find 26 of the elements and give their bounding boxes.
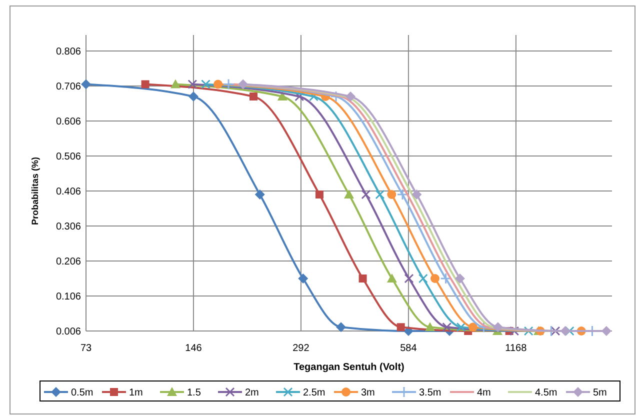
legend-label: 0.5m: [71, 388, 94, 398]
y-axis-title: Probabilitas (%): [30, 156, 40, 226]
x-axis-title: Tegangan Sentuh (Volt): [294, 362, 404, 373]
y-tick-label: 0.806: [56, 46, 82, 58]
x-tick-label: 73: [80, 343, 92, 354]
legend-label: 3m: [361, 388, 375, 398]
legend-label: 5m: [593, 388, 607, 398]
y-tick-label: 0.606: [56, 116, 82, 128]
legend-label: 1m: [129, 388, 143, 398]
y-tick-label: 0.706: [56, 82, 82, 92]
legend-label: 3.5m: [419, 388, 442, 398]
y-tick-label: 0.506: [56, 152, 82, 162]
legend-label: 2m: [245, 388, 259, 398]
legend-label: 2.5m: [303, 388, 326, 398]
x-tick-label: 146: [185, 343, 202, 354]
y-tick-label: 0.106: [56, 292, 82, 302]
legend-label: 4.5m: [535, 388, 558, 398]
x-tick-label: 1168: [505, 343, 528, 354]
x-tick-label: 584: [400, 343, 418, 354]
legend-label: 4m: [477, 388, 491, 398]
y-tick-label: 0.006: [56, 326, 82, 338]
x-tick-label: 292: [292, 343, 310, 354]
y-tick-label: 0.306: [56, 222, 82, 232]
legend-label: 1.5: [187, 388, 202, 398]
y-tick-label: 0.206: [56, 256, 82, 268]
y-tick-label: 0.406: [56, 186, 82, 198]
